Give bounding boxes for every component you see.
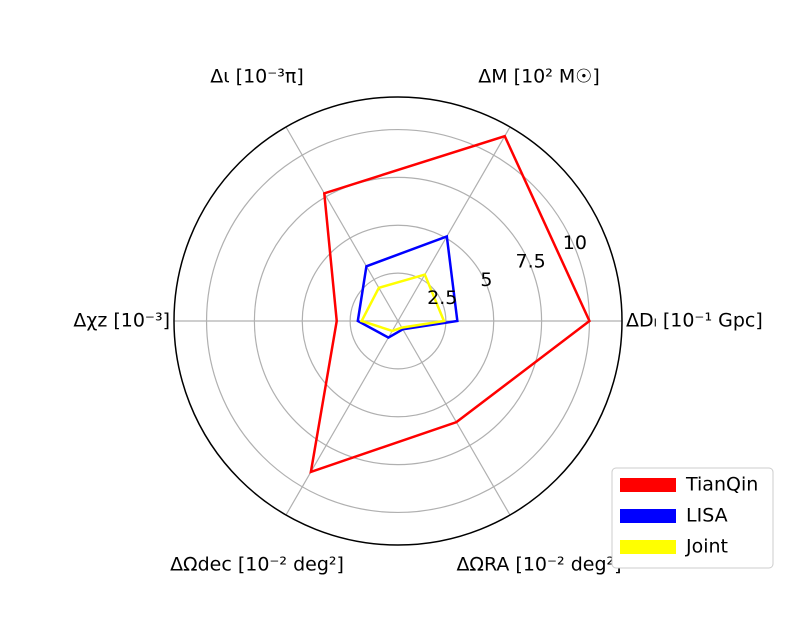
axis-label: ΔM [10² M☉]: [478, 65, 600, 87]
r-tick-label: 10: [563, 232, 587, 254]
legend-label: Joint: [685, 536, 728, 558]
series-line: [309, 134, 592, 474]
outer-frame: [173, 96, 623, 546]
series-line: [356, 234, 459, 340]
axis-label: ΔDₗ [10⁻¹ Gpc]: [626, 310, 763, 332]
r-tick-label: 2.5: [427, 287, 457, 309]
axis-label: Δι [10⁻³π]: [210, 65, 304, 87]
legend-label: LISA: [686, 505, 728, 527]
spoke: [397, 320, 511, 516]
axis-label: ΔΩdec [10⁻² deg²]: [170, 554, 344, 576]
legend-swatch: [620, 540, 676, 554]
legend-swatch: [620, 509, 676, 523]
legend-label: TianQin: [685, 474, 758, 496]
r-tick-label: 5: [480, 269, 492, 291]
legend: TianQin LISA Joint: [611, 467, 774, 569]
axis-label: ΔΩRA [10⁻² deg²]: [456, 554, 621, 576]
series-line: [359, 273, 446, 333]
r-tick-label: 7.5: [516, 251, 546, 273]
axis-label: Δχz [10⁻³]: [73, 310, 170, 332]
spoke: [397, 126, 511, 322]
spoke: [285, 126, 399, 322]
legend-swatch: [620, 478, 676, 492]
spoke: [285, 320, 399, 516]
